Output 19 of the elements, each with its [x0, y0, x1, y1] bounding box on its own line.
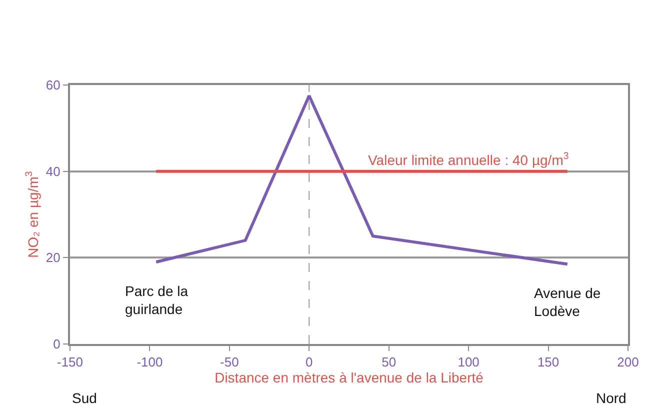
- annotation: Avenue de Lodève: [534, 285, 601, 320]
- x-tick-label: 200: [617, 354, 639, 370]
- x-tick-label: -150: [56, 354, 84, 370]
- y-tick-label: 20: [46, 250, 60, 266]
- annotation: Parc de la guirlande: [125, 283, 188, 318]
- line-series: [154, 94, 569, 266]
- text: Sud: [72, 390, 97, 406]
- x-tick-label: 0: [306, 354, 313, 370]
- x-tick-label: 50: [382, 354, 396, 370]
- annotation: Valeur limite annuelle : 40 µg/m$^{3}$: [368, 151, 570, 168]
- x-tick-label: 100: [458, 354, 480, 370]
- x-axis-title: Distance en mètres à l'avenue de la Liberté: [214, 370, 484, 386]
- y-tick-label: 40: [46, 164, 60, 179]
- x-tick-label: -100: [136, 354, 163, 370]
- x-tick-label: 150: [537, 354, 560, 370]
- x-tick-label: -50: [220, 354, 239, 370]
- text: Nord: [596, 390, 626, 406]
- y-tick-label: 60: [46, 78, 60, 93]
- y-tick-label: 0: [53, 336, 60, 352]
